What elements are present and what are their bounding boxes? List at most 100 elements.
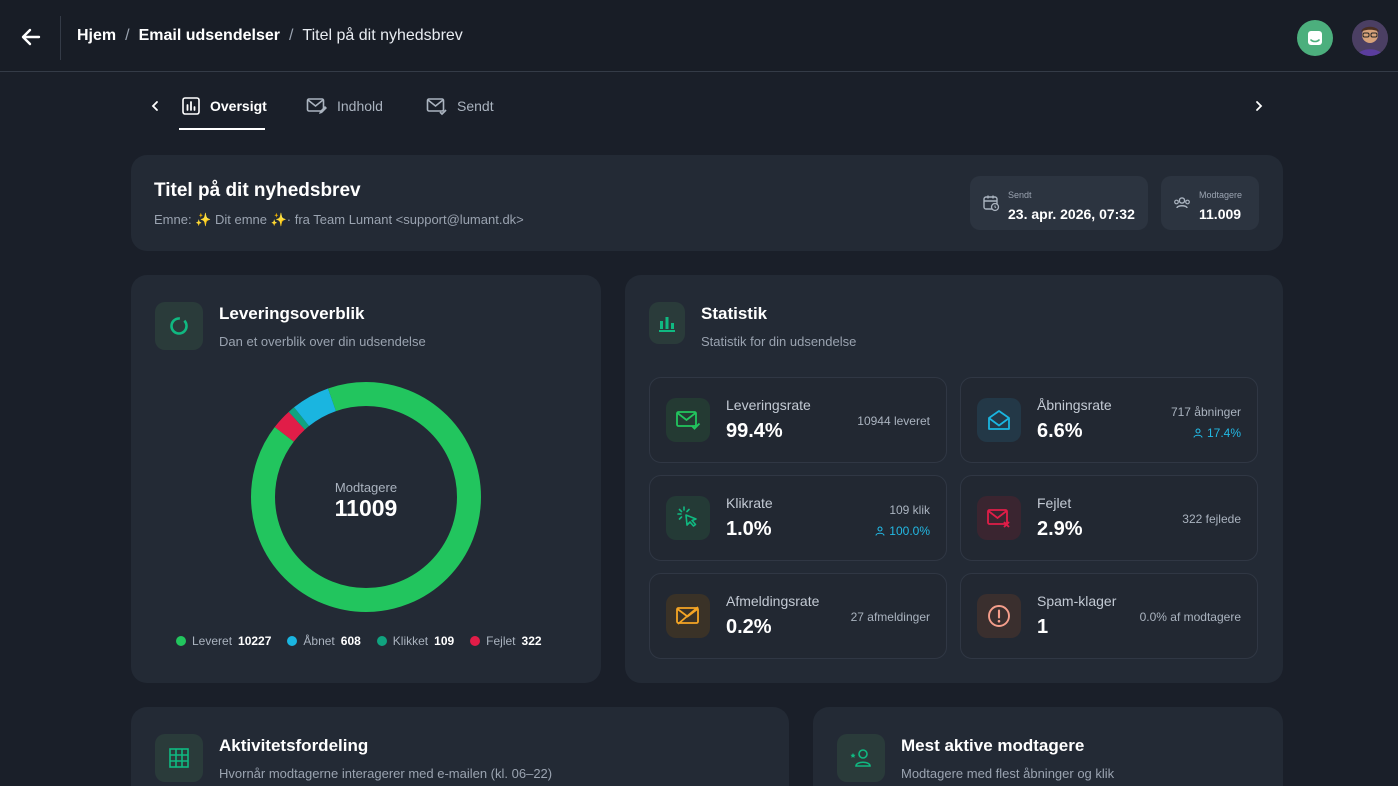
top-bar: Hjem / Email udsendelser / Titel på dit … bbox=[0, 0, 1398, 72]
tab-label: Indhold bbox=[337, 98, 383, 114]
legend-value: 608 bbox=[340, 634, 361, 648]
cursor-click-icon bbox=[666, 496, 710, 540]
alert-circle-icon bbox=[977, 594, 1021, 638]
donut-chart-icon bbox=[155, 302, 203, 350]
most-active-recipients-card: Mest aktive modtagere Modtagere med fles… bbox=[813, 707, 1283, 786]
stat-value: 6.6% bbox=[1037, 420, 1083, 442]
chevron-right-icon[interactable] bbox=[1249, 96, 1269, 116]
stat-value: 99.4% bbox=[726, 420, 783, 442]
stat-detail: 27 afmeldinger bbox=[850, 610, 930, 624]
statistics-card: Statistik Statistik for din udsendelse L… bbox=[625, 275, 1283, 683]
user-icon bbox=[1193, 428, 1203, 438]
breadcrumb-separator: / bbox=[125, 27, 130, 44]
mail-check-icon bbox=[426, 98, 447, 116]
breadcrumb-current: Titel på dit nyhedsbrev bbox=[302, 27, 463, 44]
newsletter-subject: Emne: ✨ Dit emne ✨· fra Team Lumant <sup… bbox=[154, 212, 524, 227]
legend-label: Fejlet bbox=[486, 634, 516, 648]
calendar-clock-icon bbox=[983, 195, 1000, 212]
tab-label: Sendt bbox=[457, 98, 494, 114]
stat-detail: 10944 leveret bbox=[857, 414, 930, 428]
stat-value: 2.9% bbox=[1037, 518, 1083, 540]
breadcrumb-email-section[interactable]: Email udsendelser bbox=[138, 27, 280, 44]
stat-name: Åbningsrate bbox=[1037, 397, 1112, 413]
newsletter-title: Titel på dit nyhedsbrev bbox=[154, 180, 361, 201]
stat-click-rate: Klikrate 1.0% 109 klik 100.0% bbox=[649, 475, 947, 561]
most-active-title: Mest aktive modtagere bbox=[901, 736, 1085, 755]
stat-detail: 322 fejlede bbox=[1182, 512, 1241, 526]
active-tab-indicator bbox=[179, 128, 265, 130]
mail-open-icon bbox=[977, 398, 1021, 442]
legend-item-klikket: Klikket 109 bbox=[376, 634, 455, 648]
delivery-subtitle: Dan et overblik over din udsendelse bbox=[219, 334, 426, 349]
most-active-subtitle: Modtagere med flest åbninger og klik bbox=[901, 766, 1115, 781]
legend-value: 109 bbox=[434, 634, 455, 648]
legend-item-fejlet: Fejlet 322 bbox=[470, 634, 542, 648]
delivery-donut-chart bbox=[251, 382, 481, 612]
mail-edit-icon bbox=[306, 98, 327, 114]
stat-unique-rate: 17.4% bbox=[1193, 426, 1241, 440]
legend-label: Åbnet bbox=[303, 634, 335, 648]
chevron-left-icon[interactable] bbox=[145, 96, 165, 116]
sent-value: 23. apr. 2026, 07:32 bbox=[1008, 206, 1135, 222]
bar-chart-icon bbox=[649, 302, 685, 344]
legend-dot bbox=[376, 636, 387, 646]
stat-delivery-rate: Leveringsrate 99.4% 10944 leveret bbox=[649, 377, 947, 463]
stat-detail2: 17.4% bbox=[1206, 426, 1241, 440]
legend-label: Klikket bbox=[392, 634, 429, 648]
grid-icon bbox=[155, 734, 203, 782]
tab-sendt[interactable]: Sendt bbox=[426, 96, 494, 116]
stat-name: Fejlet bbox=[1037, 495, 1072, 511]
delivery-title: Leveringsoverblik bbox=[219, 304, 365, 323]
tab-indhold[interactable]: Indhold bbox=[306, 96, 383, 116]
activity-distribution-card: Aktivitetsfordeling Hvornår modtagerne i… bbox=[131, 707, 789, 786]
breadcrumb: Hjem / Email udsendelser / Titel på dit … bbox=[77, 27, 463, 45]
stat-value: 1.0% bbox=[726, 518, 772, 540]
activity-title: Aktivitetsfordeling bbox=[219, 736, 369, 755]
donut-center-label: Modtagere bbox=[334, 480, 398, 495]
stat-value: 0.2% bbox=[726, 616, 772, 638]
tab-navigation: Oversigt Indhold Sendt bbox=[140, 86, 1270, 132]
tab-oversigt[interactable]: Oversigt bbox=[181, 96, 267, 116]
avatar[interactable] bbox=[1352, 20, 1388, 56]
tab-label: Oversigt bbox=[210, 98, 267, 114]
chart-legend: Leveret 10227 Åbnet 608 Klikket 109 Fejl… bbox=[176, 634, 542, 648]
statistics-subtitle: Statistik for din udsendelse bbox=[701, 334, 857, 349]
stat-spam-complaints: Spam-klager 1 0.0% af modtagere bbox=[960, 573, 1258, 659]
breadcrumb-separator: / bbox=[288, 27, 294, 44]
recipients-box: Modtagere 11.009 bbox=[1161, 176, 1259, 230]
sent-label: Sendt bbox=[1008, 190, 1032, 200]
legend-value: 10227 bbox=[238, 634, 272, 648]
newsletter-header-card: Titel på dit nyhedsbrev Emne: ✨ Dit emne… bbox=[131, 155, 1283, 251]
breadcrumb-home[interactable]: Hjem bbox=[77, 27, 117, 44]
stat-name: Spam-klager bbox=[1037, 593, 1117, 609]
stat-detail: 717 åbninger bbox=[1170, 405, 1241, 419]
mail-off-icon bbox=[666, 594, 710, 638]
statistics-title: Statistik bbox=[701, 304, 768, 323]
stat-detail2: 100.0% bbox=[889, 524, 930, 538]
donut-center-value: 11009 bbox=[334, 495, 398, 521]
chat-icon[interactable] bbox=[1297, 20, 1333, 56]
sent-date-box: Sendt 23. apr. 2026, 07:32 bbox=[970, 176, 1148, 230]
legend-value: 322 bbox=[521, 634, 542, 648]
stat-unique-rate: 100.0% bbox=[875, 524, 930, 538]
legend-dot bbox=[287, 636, 298, 646]
stat-detail: 0.0% af modtagere bbox=[1139, 610, 1241, 624]
topbar-divider bbox=[60, 16, 61, 60]
stat-failed: Fejlet 2.9% 322 fejlede bbox=[960, 475, 1258, 561]
stat-unsubscribe-rate: Afmeldingsrate 0.2% 27 afmeldinger bbox=[649, 573, 947, 659]
user-star-icon bbox=[837, 734, 885, 782]
legend-label: Leveret bbox=[192, 634, 233, 648]
recipients-value: 11.009 bbox=[1199, 206, 1242, 222]
stat-name: Klikrate bbox=[726, 495, 773, 511]
mail-check-icon bbox=[666, 398, 710, 442]
stat-value: 1 bbox=[1037, 616, 1049, 638]
mail-x-icon bbox=[977, 496, 1021, 540]
users-icon bbox=[1174, 197, 1190, 209]
stat-open-rate: Åbningsrate 6.6% 717 åbninger 17.4% bbox=[960, 377, 1258, 463]
legend-dot bbox=[176, 636, 186, 646]
recipients-label: Modtagere bbox=[1199, 190, 1243, 200]
legend-dot bbox=[470, 636, 481, 646]
donut-slice-leveret[interactable] bbox=[251, 382, 481, 612]
back-arrow-icon[interactable] bbox=[18, 24, 44, 50]
legend-item-abnet: Åbnet 608 bbox=[287, 634, 361, 648]
